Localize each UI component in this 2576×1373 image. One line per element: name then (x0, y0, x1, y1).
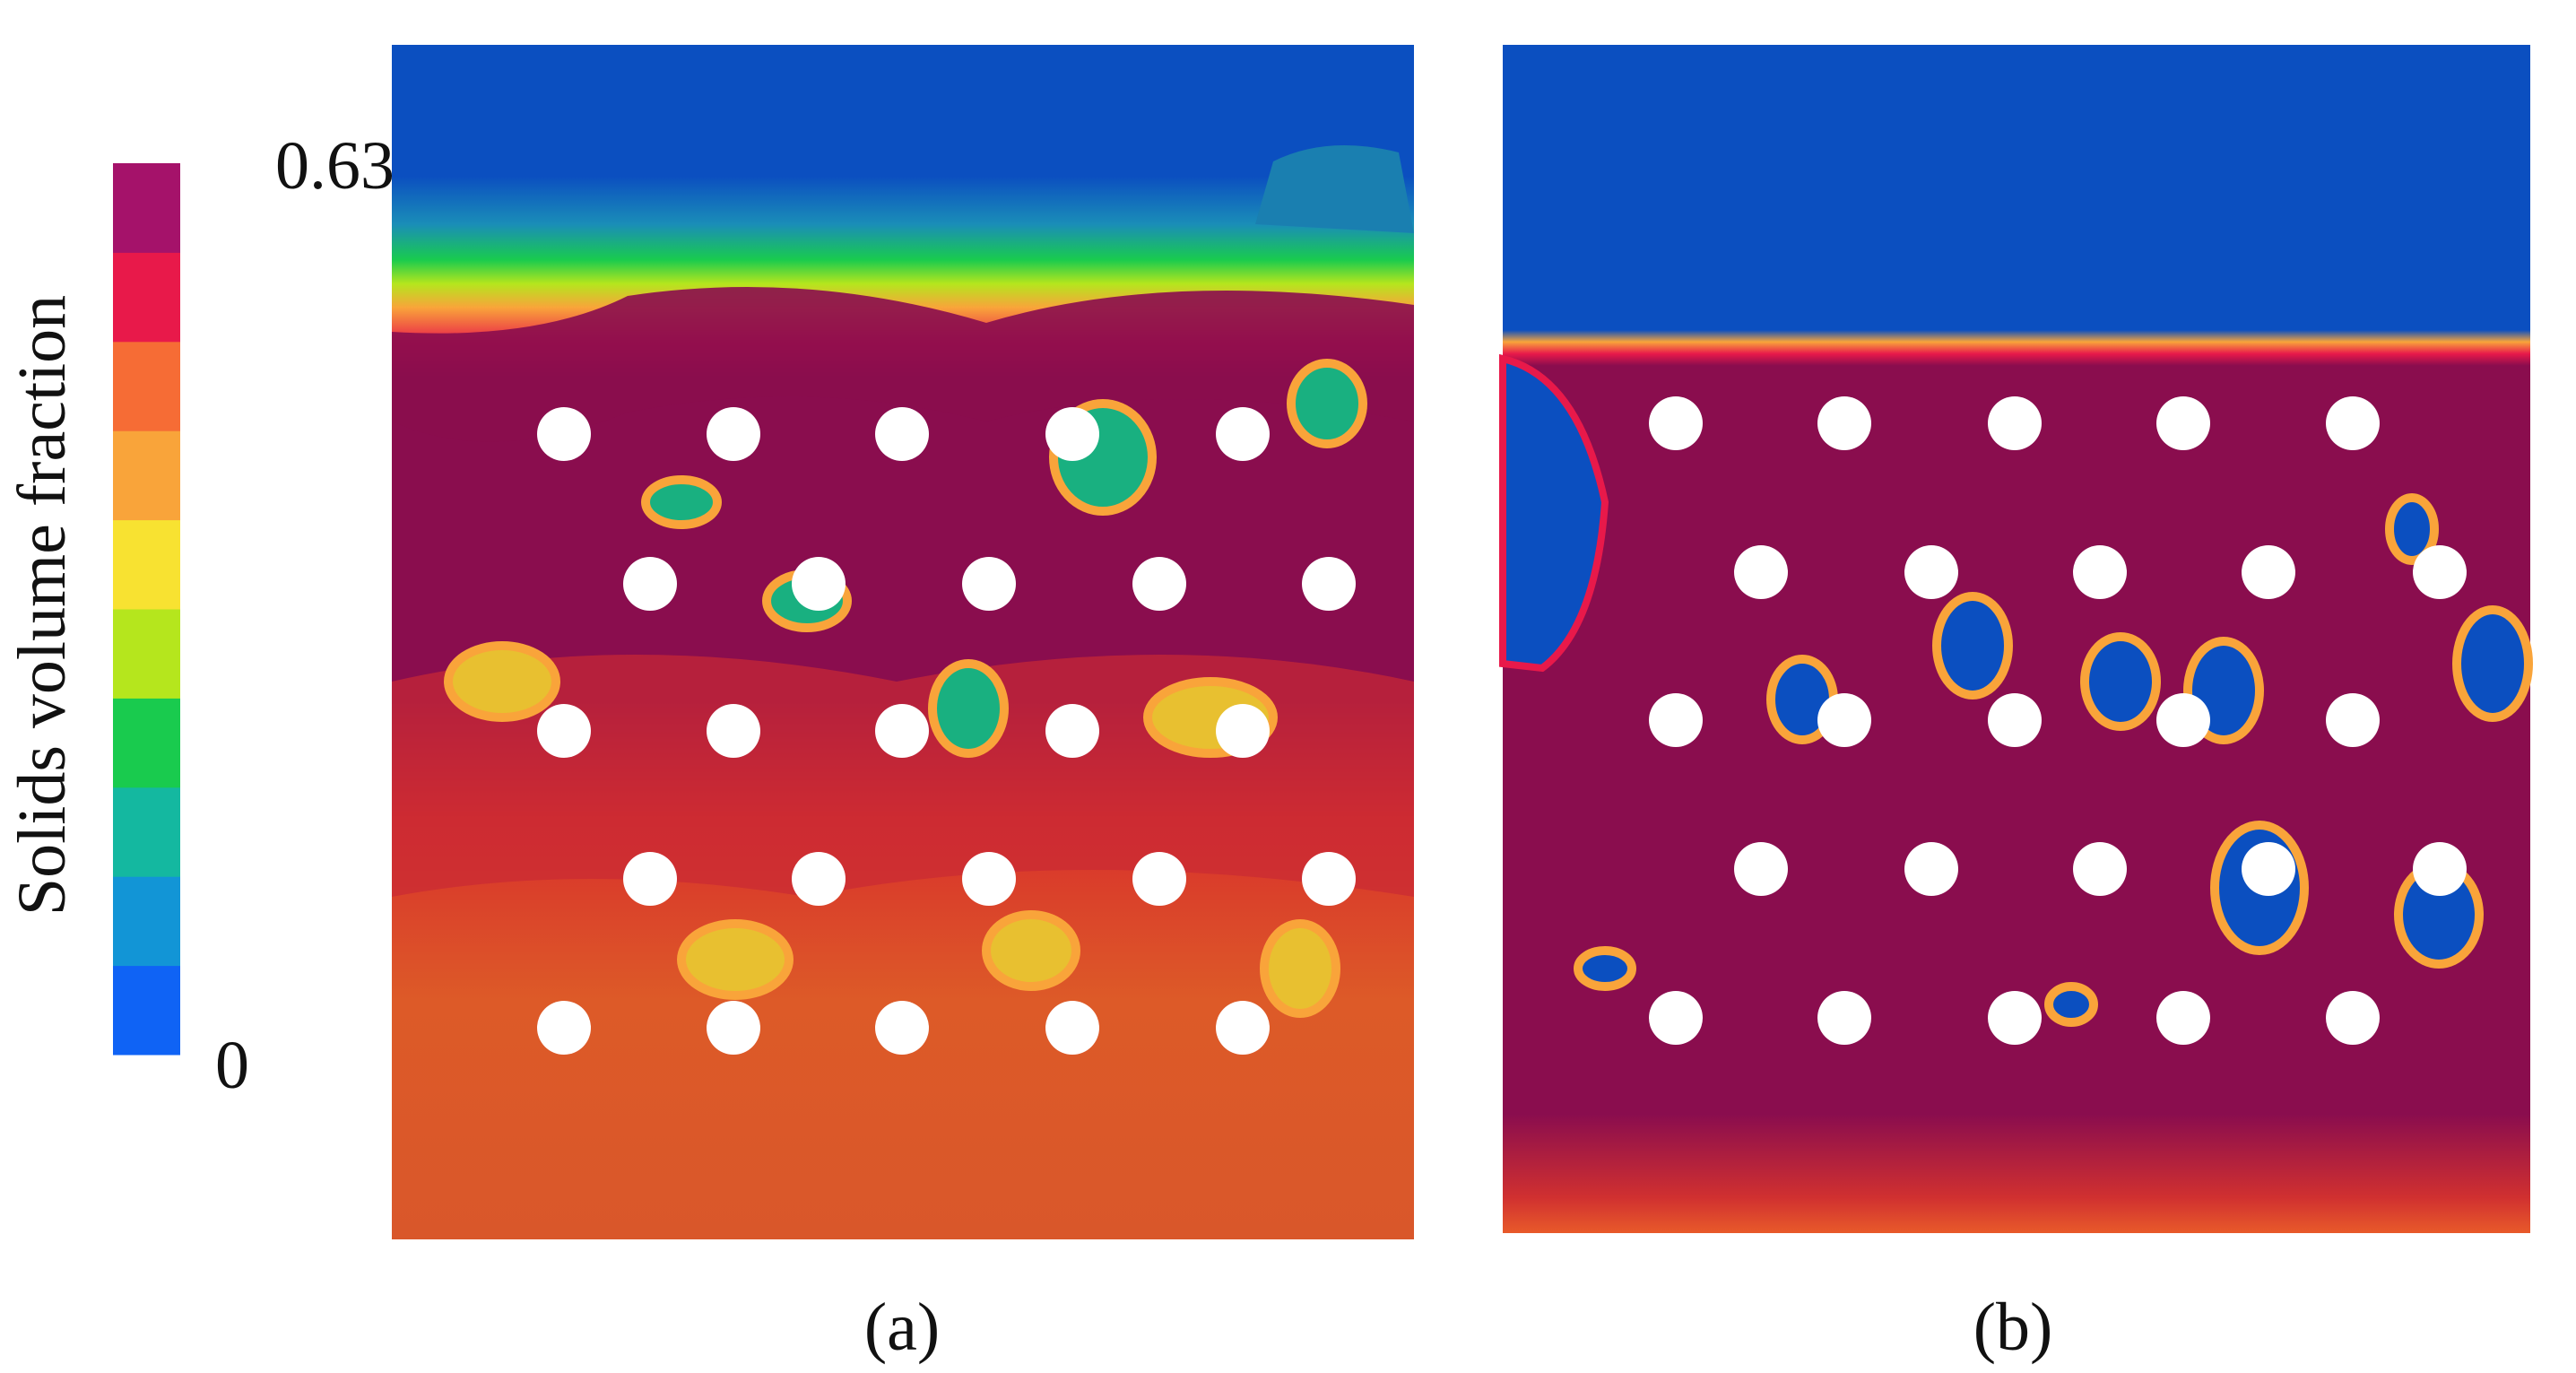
tube (2413, 545, 2467, 599)
contour-blob (677, 919, 794, 1000)
colorbar-band (113, 341, 180, 431)
tube (623, 557, 677, 611)
tube (623, 852, 677, 906)
tube (2156, 991, 2210, 1045)
tube (2326, 991, 2380, 1045)
contour-blob (641, 475, 722, 529)
colorbar-band (113, 163, 180, 253)
tube (875, 407, 929, 461)
contour-region (1255, 145, 1414, 233)
contour-field (1503, 45, 2530, 1233)
panel-a (392, 45, 1414, 1239)
contour-blob (2452, 605, 2533, 722)
tube (962, 557, 1016, 611)
contour-blob (1574, 946, 1636, 991)
tube (2326, 693, 2380, 747)
colorbar-band (113, 252, 180, 343)
colorbar-max-label: 0.63 (275, 128, 395, 204)
tube (792, 557, 846, 611)
contour-blob (2385, 493, 2439, 565)
colorbar-band (113, 430, 180, 521)
panel-b (1499, 45, 2533, 1233)
tube (1132, 557, 1186, 611)
tube (875, 704, 929, 758)
tube (1988, 991, 2042, 1045)
contour-blob (444, 641, 560, 722)
tube (1817, 396, 1871, 450)
tube (1988, 693, 2042, 747)
tube (1988, 396, 2042, 450)
tube (1649, 991, 1703, 1045)
tube (2413, 842, 2467, 896)
tube (537, 1001, 591, 1055)
colorbar-band (113, 698, 180, 788)
tube (962, 852, 1016, 906)
tube (875, 1001, 929, 1055)
tube (1045, 704, 1099, 758)
contour-blob (2080, 632, 2161, 731)
tube (1734, 842, 1788, 896)
colorbar-band (113, 786, 180, 877)
tube (1302, 557, 1356, 611)
tube (1132, 852, 1186, 906)
tube (537, 407, 591, 461)
tube (2073, 842, 2127, 896)
tube (1216, 704, 1270, 758)
contour-blob (1260, 919, 1340, 1018)
colorbar-title: Solids volume fraction (4, 295, 80, 916)
tube (537, 704, 591, 758)
tube (1649, 396, 1703, 450)
tube (1734, 545, 1788, 599)
tube (2073, 545, 2127, 599)
tube (2156, 693, 2210, 747)
tube (707, 1001, 760, 1055)
tube (1216, 407, 1270, 461)
tube (1904, 842, 1958, 896)
tube (2242, 842, 2295, 896)
tube (1649, 693, 1703, 747)
tube (1045, 1001, 1099, 1055)
tube (1904, 545, 1958, 599)
contour-blob (982, 910, 1080, 991)
contour-region (1499, 353, 1609, 673)
contour-blob (2044, 982, 2098, 1027)
tube (1216, 1001, 1270, 1055)
colorbar-min-label: 0 (215, 1028, 249, 1103)
tube (792, 852, 846, 906)
colorbar-band (113, 609, 180, 699)
colorbar (113, 163, 180, 1056)
colorbar-band (113, 965, 180, 1056)
tube (2326, 396, 2380, 450)
colorbar-band (113, 519, 180, 610)
tube (707, 407, 760, 461)
tube (1045, 407, 1099, 461)
contour-blob (1932, 592, 2013, 700)
tube (1817, 991, 1871, 1045)
colorbar-band (113, 876, 180, 967)
panel-label: (b) (1973, 1290, 2053, 1365)
panel-label: (a) (864, 1290, 940, 1365)
tube (1817, 693, 1871, 747)
tube (2242, 545, 2295, 599)
tube (707, 704, 760, 758)
tube (2156, 396, 2210, 450)
contour-blob (928, 659, 1009, 758)
contour-region (392, 287, 1414, 442)
contour-blob (1287, 359, 1367, 448)
tube (1302, 852, 1356, 906)
